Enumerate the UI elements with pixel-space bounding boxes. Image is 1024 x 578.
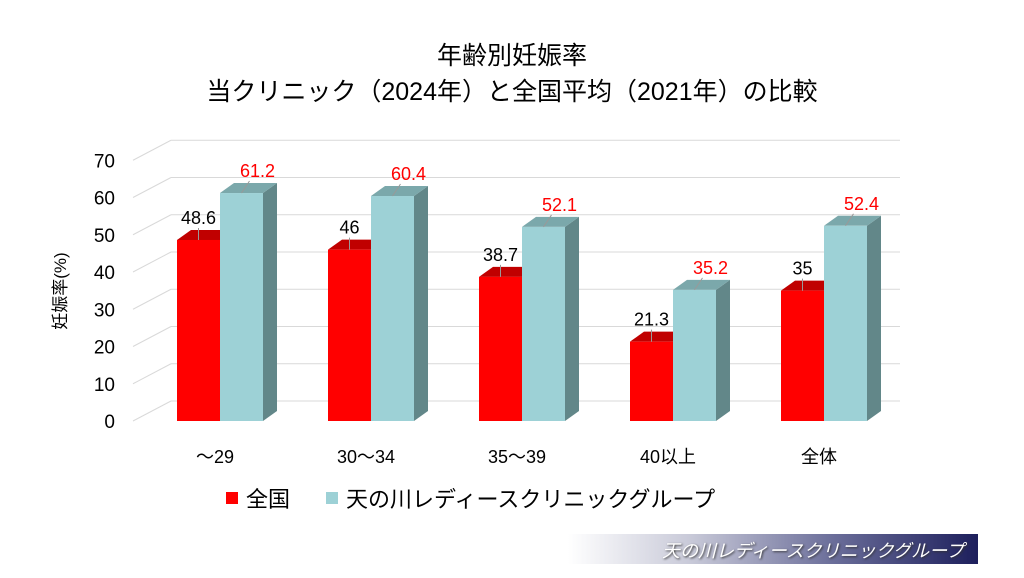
bar-chart: 0 10 20 30 40 50 60 70 妊娠率(%) 48.6 61.2 ～29 46 60.4 30… — [51, 139, 900, 467]
y-tick-label: 0 — [104, 412, 115, 433]
data-label: 35 — [792, 259, 812, 279]
legend-label-national: 全国 — [246, 487, 291, 512]
x-tick-label: 全体 — [801, 447, 837, 467]
bar-side — [867, 215, 881, 421]
bar — [479, 276, 522, 421]
bar — [371, 196, 414, 421]
bar-top — [479, 266, 536, 277]
bar-side — [414, 186, 428, 421]
bar-top — [630, 331, 687, 342]
bar — [177, 239, 220, 421]
bar-side — [716, 279, 730, 421]
data-label: 48.6 — [181, 208, 216, 228]
bar-top — [371, 186, 428, 197]
bar — [630, 341, 673, 421]
gridline-diagonal — [132, 326, 172, 347]
bar-side — [565, 216, 579, 421]
data-label: 46 — [339, 218, 359, 238]
chart-title-line1: 年齢別妊娠率 — [436, 42, 587, 70]
bar — [824, 225, 867, 421]
data-label-leader — [241, 180, 250, 194]
x-tick-label: 30～34 — [337, 447, 395, 467]
legend-swatch-national — [226, 492, 238, 504]
data-label: 61.2 — [240, 161, 275, 181]
gridline-diagonal — [132, 251, 172, 273]
data-label-leader — [543, 214, 552, 228]
gridline-diagonal — [132, 288, 172, 310]
gridline-diagonal — [132, 177, 172, 198]
x-tick-label: 40以上 — [640, 447, 696, 467]
y-tick-label: 10 — [94, 375, 115, 396]
data-label-leader — [694, 277, 703, 291]
bar — [328, 249, 371, 421]
data-label: 35.2 — [693, 258, 728, 278]
bar-top — [328, 239, 385, 250]
bar-top — [177, 229, 234, 240]
bar-top — [673, 279, 730, 290]
chart-title-line2: 当クリニック（2024年）と全国平均（2021年）の比較 — [206, 78, 818, 106]
bar-top — [220, 183, 277, 194]
y-tick-label: 50 — [94, 226, 115, 247]
data-label-leader — [845, 213, 854, 227]
y-tick-label: 40 — [94, 263, 115, 284]
bar-top — [824, 215, 881, 226]
y-tick-label: 30 — [94, 300, 115, 321]
data-label: 38.7 — [483, 245, 518, 265]
x-tick-label: ～29 — [196, 447, 234, 467]
gridline-diagonal — [132, 214, 172, 236]
y-tick-label: 70 — [94, 151, 115, 172]
data-label: 52.4 — [844, 194, 879, 214]
data-label: 21.3 — [634, 310, 669, 330]
bar — [220, 193, 263, 421]
legend-label-clinic: 天の川レディースクリニックグループ — [346, 487, 716, 512]
x-tick-label: 35～39 — [488, 447, 546, 467]
bar-top — [781, 280, 838, 291]
bar — [522, 226, 565, 421]
bar-side — [263, 183, 277, 421]
gridline-diagonal — [132, 400, 172, 422]
data-label-leader — [392, 183, 401, 197]
y-tick-label: 20 — [94, 338, 115, 359]
bar — [673, 289, 716, 421]
y-tick-label: 60 — [94, 189, 115, 210]
brand-banner: 天の川レディースクリニックグループ — [568, 534, 978, 564]
gridline-diagonal — [132, 139, 172, 161]
bar — [781, 290, 824, 421]
data-label: 60.4 — [391, 164, 426, 184]
gridline-diagonal — [132, 363, 172, 385]
legend: 全国 天の川レディースクリニックグループ — [226, 482, 715, 514]
legend-swatch-clinic — [326, 492, 339, 504]
brand-text: 天の川レディースクリニックグループ — [661, 541, 964, 561]
y-axis-label: 妊娠率(%) — [51, 252, 70, 329]
bar-top — [522, 216, 579, 227]
data-label: 52.1 — [542, 195, 577, 215]
